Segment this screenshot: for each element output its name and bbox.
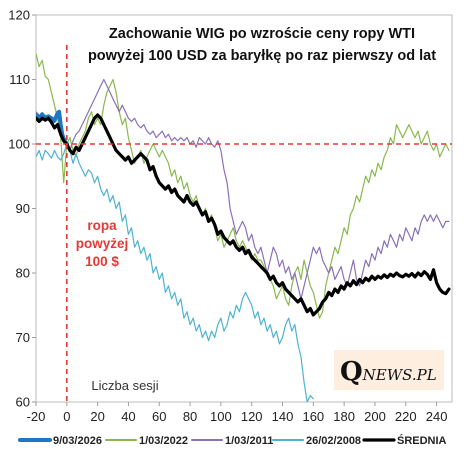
- x-tick-label: 140: [272, 409, 294, 424]
- legend-label: 1/03/2011: [225, 435, 273, 447]
- x-tick-label: 220: [395, 409, 417, 424]
- legend-label: 9/03/2026: [53, 435, 102, 447]
- x-tick-label: 160: [302, 409, 324, 424]
- series-line-4: [36, 143, 314, 402]
- x-tick-label: -20: [27, 409, 46, 424]
- y-tick-label: 60: [16, 395, 30, 410]
- logo-background: [334, 350, 444, 390]
- x-tick-label: 40: [121, 409, 135, 424]
- series-line-3: [36, 78, 450, 300]
- logo-text: QNEWS.PL: [340, 357, 437, 387]
- y-tick-label: 100: [8, 137, 30, 152]
- x-tick-label: 120: [241, 409, 263, 424]
- x-tick-label: 200: [364, 409, 386, 424]
- x-axis: -20 0 20 40 60 80 100 120 140 160 180 200 220 240: [27, 402, 448, 424]
- annotation-line-2: powyżej: [76, 236, 129, 251]
- series-line-2: [36, 53, 450, 319]
- x-axis-label: Liczba sesji: [91, 378, 158, 393]
- x-tick-label: 20: [90, 409, 104, 424]
- x-tick-label: 0: [63, 409, 70, 424]
- y-tick-label: 80: [16, 266, 30, 281]
- x-tick-label: 180: [333, 409, 355, 424]
- x-tick-label: 100: [210, 409, 232, 424]
- chart-title-line-2: powyżej 100 USD za baryłkę po raz pierws…: [88, 48, 436, 64]
- plot-border: [35, 14, 453, 403]
- chart-title-line-1: Zachowanie WIG po wzroście ceny ropy WTI: [109, 26, 415, 42]
- y-tick-label: 110: [9, 72, 30, 87]
- plot-area: [35, 14, 453, 403]
- y-tick-label: 90: [16, 201, 30, 216]
- annotation-line-3: 100 $: [85, 254, 119, 269]
- reference-lines: [36, 45, 452, 402]
- x-tick-label: 80: [183, 409, 197, 424]
- y-tick-label: 120: [8, 8, 30, 23]
- x-tick-label: 60: [152, 409, 166, 424]
- qnews-logo: QNEWS.PL: [334, 350, 444, 390]
- annotation-line-1: ropa: [87, 218, 117, 233]
- legend-label: ŚREDNIA: [397, 434, 447, 447]
- y-tick-label: 70: [16, 330, 30, 345]
- series-group: [36, 53, 451, 402]
- series-line-5: [36, 113, 451, 317]
- x-tick-label: 240: [426, 409, 448, 424]
- legend: 9/03/2026 1/03/2022 1/03/2011 26/02/2008 ŚRE…: [18, 434, 447, 447]
- y-axis: 60 70 80 90 100 110 120: [8, 8, 36, 410]
- legend-label: 26/02/2008: [306, 435, 361, 447]
- legend-label: 1/03/2022: [139, 435, 188, 447]
